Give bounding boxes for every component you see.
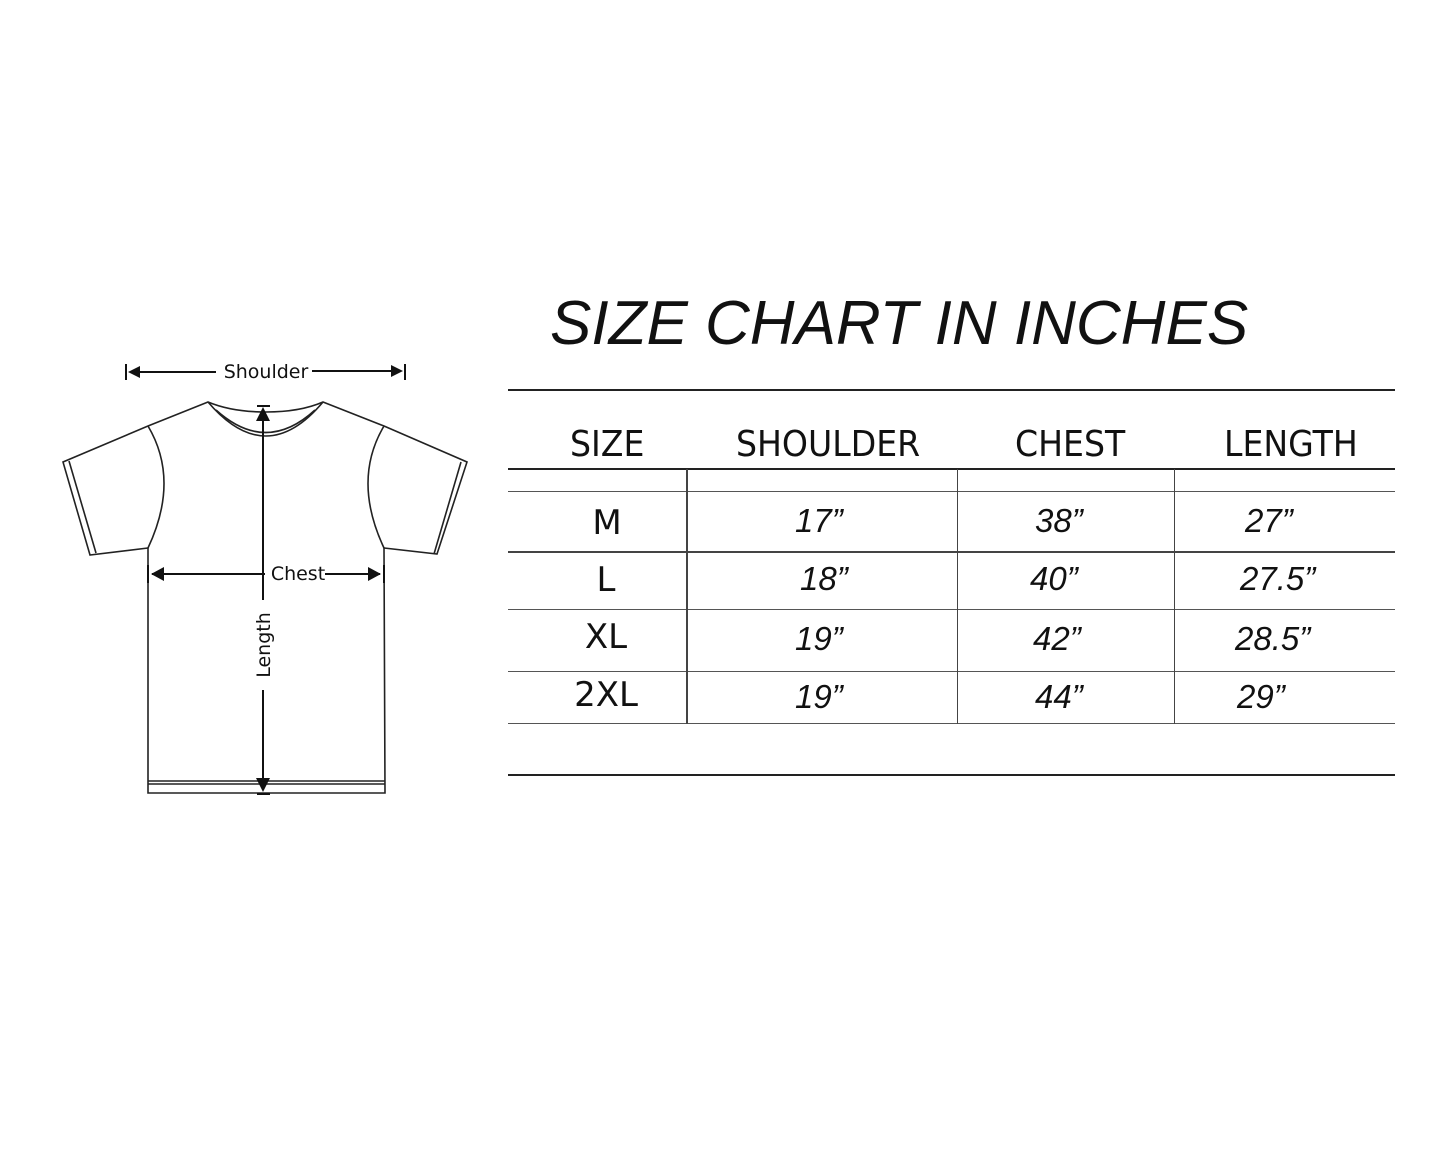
column-divider [686, 469, 688, 724]
length-cell: 29” [1237, 678, 1285, 715]
length-cell: 27” [1245, 502, 1293, 539]
shoulder-cell: 19” [795, 678, 843, 715]
size-cell: 2XL [574, 675, 638, 715]
row-rule [508, 551, 1395, 553]
table-bottom-rule [508, 774, 1395, 776]
header-size: SIZE [570, 424, 645, 465]
chest-arrow [147, 565, 385, 583]
table-top-rule [508, 389, 1395, 391]
tshirt-outline [62, 401, 468, 794]
shoulder-cell: 19” [795, 620, 843, 657]
length-arrow [256, 405, 270, 795]
length-cell: 27.5” [1240, 560, 1316, 597]
row-rule [508, 491, 1395, 492]
chest-cell: 44” [1035, 678, 1083, 715]
chest-label: Chest [271, 563, 325, 585]
tshirt-diagram: Shoulder Chest Length [62, 361, 468, 795]
shoulder-cell: 17” [795, 502, 843, 539]
length-cell: 28.5” [1235, 620, 1311, 657]
row-rule [508, 609, 1395, 610]
size-cell: M [592, 503, 622, 543]
chart-title: SIZE CHART IN INCHES [550, 289, 1249, 358]
chest-cell: 42” [1033, 620, 1081, 657]
length-label: Length [253, 612, 275, 678]
shoulder-arrow [125, 364, 406, 380]
header-length: LENGTH [1224, 424, 1358, 465]
column-divider [957, 469, 958, 724]
header-shoulder: SHOULDER [736, 424, 921, 465]
chest-cell: 38” [1035, 502, 1083, 539]
size-cell: XL [584, 617, 628, 657]
header-chest: CHEST [1015, 424, 1126, 465]
shoulder-label: Shoulder [224, 361, 309, 383]
column-divider [1174, 469, 1175, 724]
size-cell: L [596, 560, 616, 600]
row-rule [508, 723, 1395, 724]
row-rule [508, 671, 1395, 672]
shoulder-cell: 18” [800, 560, 848, 597]
chest-cell: 40” [1030, 560, 1078, 597]
header-rule [508, 468, 1395, 470]
